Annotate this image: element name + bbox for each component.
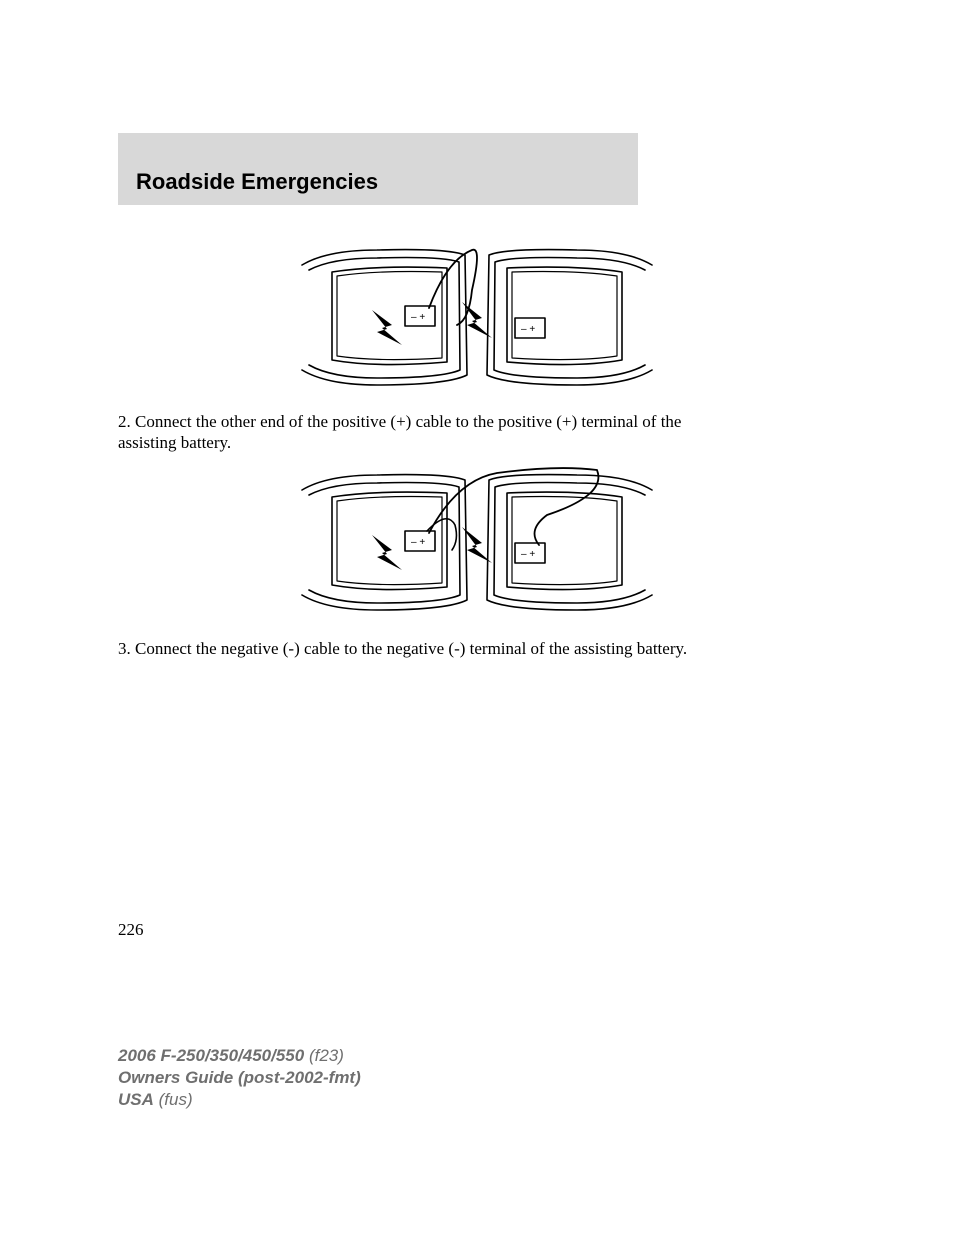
footer-code-2: (fus) <box>154 1090 193 1109</box>
svg-text:– +: – + <box>521 324 535 335</box>
footer-line-2: Owners Guide (post-2002-fmt) <box>118 1067 361 1089</box>
svg-text:– +: – + <box>411 312 425 323</box>
svg-text:– +: – + <box>411 537 425 548</box>
section-header: Roadside Emergencies <box>118 133 638 205</box>
page-number: 226 <box>118 920 144 940</box>
footer-block: 2006 F-250/350/450/550 (f23) Owners Guid… <box>118 1045 361 1111</box>
footer-code-1: (f23) <box>304 1046 344 1065</box>
svg-text:– +: – + <box>521 549 535 560</box>
footer-model: 2006 F-250/350/450/550 <box>118 1046 304 1065</box>
jump-start-diagram-1: – + – + <box>297 230 657 400</box>
footer-line-3: USA (fus) <box>118 1089 361 1111</box>
step-2-text: 2. Connect the other end of the positive… <box>118 411 718 454</box>
footer-region: USA <box>118 1090 154 1109</box>
footer-line-1: 2006 F-250/350/450/550 (f23) <box>118 1045 361 1067</box>
section-title: Roadside Emergencies <box>136 169 378 195</box>
jump-start-diagram-2: – + – + <box>297 455 657 625</box>
step-3-text: 3. Connect the negative (-) cable to the… <box>118 638 718 659</box>
